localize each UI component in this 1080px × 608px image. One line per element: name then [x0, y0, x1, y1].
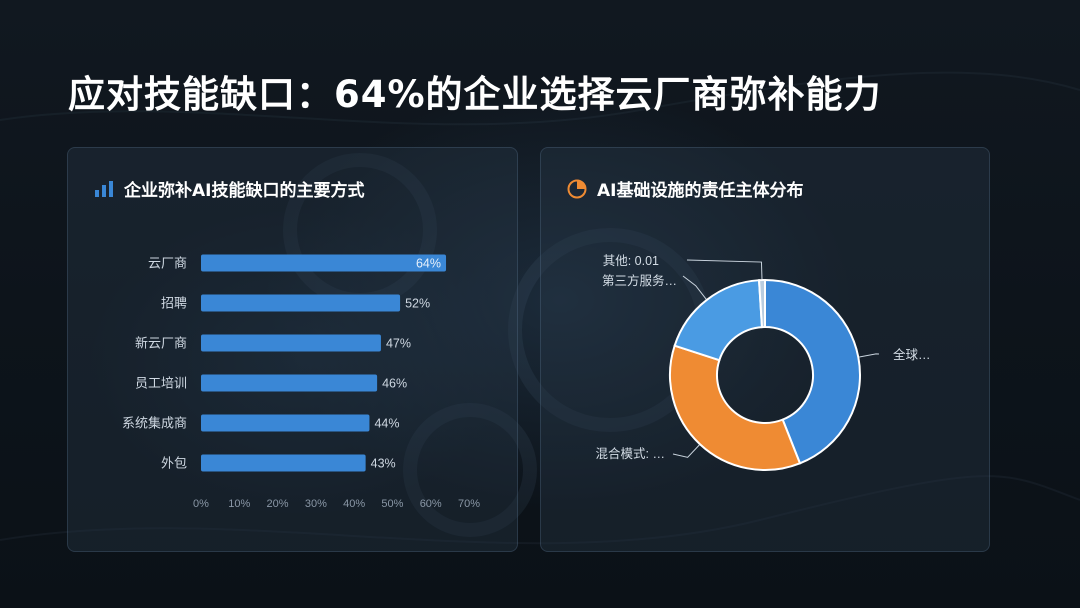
bar-chart-title: 企业弥补AI技能缺口的主要方式	[124, 181, 365, 201]
bar-value-label: 43%	[371, 457, 396, 471]
donut-slice	[669, 344, 802, 471]
donut-chart-title: AI基础设施的责任主体分布	[597, 181, 804, 201]
slice-label: 混合模式: …	[596, 446, 665, 461]
bar-chart: 云厂商 64% 招聘 52% 新云厂商 47% 员工培训 46% 系统集成商 44% 外包 43% 0%…	[122, 254, 480, 510]
page-title: 应对技能缺口：64%的企业选择云厂商弥补能力	[68, 73, 882, 116]
slice-leader-line	[672, 444, 700, 458]
x-tick-label: 0%	[193, 498, 209, 510]
bar-chart-panel: 企业弥补AI技能缺口的主要方式 云厂商 64% 招聘 52% 新云厂商 47% 员工培训 46…	[67, 147, 518, 552]
donut-chart-header: AI基础设施的责任主体分布	[567, 176, 803, 201]
bar-value-label: 64%	[416, 257, 441, 271]
bar-category-label: 招聘	[161, 296, 187, 311]
bar-value-label: 46%	[382, 377, 407, 391]
slice-label: 全球…	[893, 347, 931, 362]
bar	[201, 294, 401, 312]
x-tick-label: 60%	[420, 498, 442, 510]
donut-chart-panel: AI基础设施的责任主体分布 全球… 混合模式: … 第三方服务… 其他: 0.01	[540, 147, 990, 552]
slice-label: 其他: 0.01	[603, 254, 659, 268]
x-tick-label: 10%	[228, 498, 250, 510]
bar	[201, 414, 370, 432]
bar-value-label: 47%	[386, 337, 411, 351]
donut-slice	[757, 278, 766, 329]
bar-category-label: 系统集成商	[122, 416, 187, 431]
x-tick-label: 70%	[458, 498, 480, 510]
donut-slice	[673, 279, 764, 362]
x-tick-label: 40%	[343, 498, 365, 510]
bar	[201, 254, 447, 272]
x-tick-label: 30%	[305, 498, 327, 510]
bar-value-label: 52%	[405, 297, 430, 311]
bar-value-label: 44%	[374, 417, 399, 431]
slice-label: 第三方服务…	[602, 273, 677, 288]
x-tick-label: 50%	[381, 498, 403, 510]
slice-leader-line	[859, 353, 880, 358]
bar	[201, 334, 381, 352]
bar	[201, 454, 366, 472]
slice-leader-line	[682, 275, 707, 300]
x-tick-label: 20%	[267, 498, 289, 510]
donut-chart: 全球… 混合模式: … 第三方服务… 其他: 0.01	[596, 254, 931, 471]
donut-slice	[764, 278, 861, 465]
slice-leader-line	[686, 259, 763, 280]
bar-category-label: 员工培训	[135, 376, 187, 391]
pie-chart-icon	[567, 179, 587, 199]
bar-chart-icon	[94, 180, 114, 198]
bar-category-label: 云厂商	[148, 256, 187, 271]
bar	[201, 374, 378, 392]
bar-category-label: 外包	[161, 456, 187, 471]
bar-category-label: 新云厂商	[135, 336, 187, 351]
bar-chart-header: 企业弥补AI技能缺口的主要方式	[94, 176, 364, 201]
